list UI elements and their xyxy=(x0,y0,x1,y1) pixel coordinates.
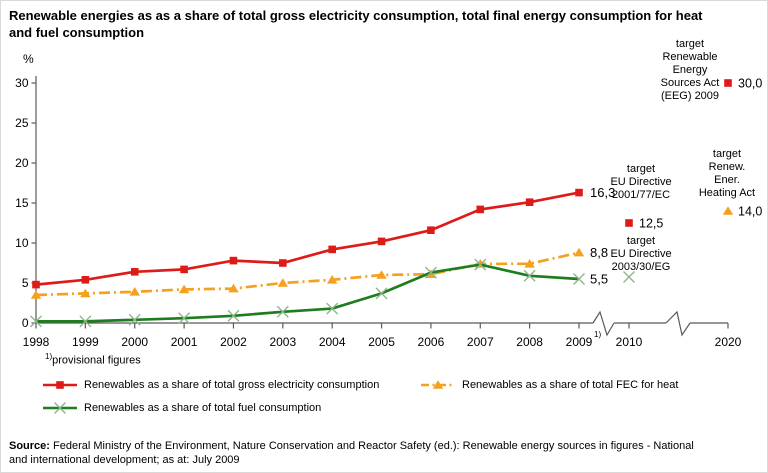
target-label-line: target xyxy=(626,163,656,175)
footnote-marker: 1) xyxy=(45,352,53,361)
svg-text:1999: 1999 xyxy=(72,335,99,349)
svg-text:2003: 2003 xyxy=(269,335,296,349)
target-label-line: EU Directive xyxy=(610,176,672,188)
target-label-eu-directive-2003: target EU Directive 2003/30/EG xyxy=(597,235,685,274)
target-label-line: (EEG) 2009 xyxy=(660,90,720,102)
svg-text:2010: 2010 xyxy=(616,335,643,349)
target-label-line: Renewable xyxy=(662,51,718,63)
svg-text:2005: 2005 xyxy=(368,335,395,349)
target-label-line: Heating Act xyxy=(698,187,756,199)
target-label-line: target xyxy=(712,148,742,160)
svg-text:2006: 2006 xyxy=(418,335,445,349)
target-label-renew-heating-act: target Renew. Ener. Heating Act xyxy=(681,148,767,200)
svg-text:2004: 2004 xyxy=(319,335,346,349)
target-label-line: 2001/77/EC xyxy=(611,189,671,201)
svg-text:2020: 2020 xyxy=(715,335,742,349)
legend-item-heat: Renewables as a share of total FEC for h… xyxy=(421,378,678,392)
svg-text:10: 10 xyxy=(15,236,29,250)
legend-label-fuel: Renewables as a share of total fuel cons… xyxy=(84,402,322,414)
svg-text:1998: 1998 xyxy=(23,335,50,349)
svg-text:12,5: 12,5 xyxy=(639,217,663,231)
svg-text:2001: 2001 xyxy=(171,335,198,349)
svg-text:30,0: 30,0 xyxy=(738,77,762,91)
target-label-line: EU Directive xyxy=(610,248,672,260)
source-text-line2: and international development; as at: Ju… xyxy=(9,454,240,466)
legend-marker-electricity-icon xyxy=(43,381,77,389)
chart-title: Renewable energies as as a share of tota… xyxy=(9,7,767,41)
svg-text:8,8: 8,8 xyxy=(590,245,608,260)
source-note: Source: Federal Ministry of the Environm… xyxy=(9,439,765,467)
target-label-line: 2003/30/EG xyxy=(611,261,671,273)
target-label-eu-directive-2001: target EU Directive 2001/77/EC xyxy=(597,163,685,202)
svg-text:16,3: 16,3 xyxy=(590,185,615,200)
footnote-provisional-figures: 1)provisional figures xyxy=(45,352,141,367)
svg-text:2009: 2009 xyxy=(566,335,593,349)
legend-label-electricity: Renewables as a share of total gross ele… xyxy=(84,379,380,391)
svg-text:5,5: 5,5 xyxy=(590,272,608,287)
svg-text:30: 30 xyxy=(15,76,29,90)
legend-label-heat: Renewables as a share of total FEC for h… xyxy=(462,379,679,391)
target-label-line: Ener. xyxy=(714,174,740,186)
legend-marker-fuel-icon xyxy=(43,402,77,414)
footnote-text: provisional figures xyxy=(52,354,141,367)
target-label-line: target xyxy=(675,38,705,50)
legend-marker-heat-icon xyxy=(421,380,455,389)
target-label-line: Renew. xyxy=(708,161,746,173)
svg-text:0: 0 xyxy=(22,316,29,330)
svg-text:14,0: 14,0 xyxy=(738,205,762,219)
svg-text:2000: 2000 xyxy=(121,335,148,349)
y-axis-unit-label: % xyxy=(23,52,34,66)
chart-title-line1: Renewable energies as as a share of tota… xyxy=(9,8,703,23)
svg-text:15: 15 xyxy=(15,196,29,210)
svg-text:1): 1) xyxy=(594,330,601,339)
legend-item-electricity: Renewables as a share of total gross ele… xyxy=(43,378,379,392)
svg-text:2007: 2007 xyxy=(467,335,494,349)
legend-item-fuel: Renewables as a share of total fuel cons… xyxy=(43,401,321,415)
source-label: Source: xyxy=(9,440,50,452)
target-label-eeg-2009: target Renewable Energy Sources Act (EEG… xyxy=(640,38,740,103)
svg-text:5: 5 xyxy=(22,276,29,290)
svg-text:20: 20 xyxy=(15,156,29,170)
target-label-line: Sources Act xyxy=(660,77,720,89)
source-text-line1: Federal Ministry of the Environment, Nat… xyxy=(53,440,694,452)
target-label-line: target xyxy=(626,235,656,247)
chart-title-line2: and fuel consumption xyxy=(9,25,145,40)
svg-text:2008: 2008 xyxy=(516,335,543,349)
svg-text:2002: 2002 xyxy=(220,335,247,349)
svg-text:25: 25 xyxy=(15,116,29,130)
target-label-line: Energy xyxy=(672,64,708,76)
